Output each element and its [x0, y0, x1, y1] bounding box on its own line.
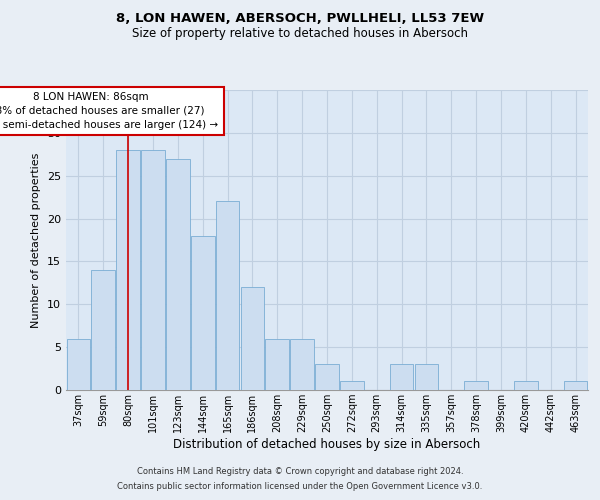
Bar	[91, 270, 115, 390]
Bar	[464, 382, 488, 390]
Text: Size of property relative to detached houses in Abersoch: Size of property relative to detached ho…	[132, 28, 468, 40]
Bar	[315, 364, 339, 390]
Text: 8, LON HAWEN, ABERSOCH, PWLLHELI, LL53 7EW: 8, LON HAWEN, ABERSOCH, PWLLHELI, LL53 7…	[116, 12, 484, 26]
Bar	[191, 236, 215, 390]
Bar	[564, 382, 587, 390]
Bar	[514, 382, 538, 390]
Bar	[141, 150, 165, 390]
Y-axis label: Number of detached properties: Number of detached properties	[31, 152, 41, 328]
Bar	[166, 158, 190, 390]
Bar	[390, 364, 413, 390]
Bar	[67, 338, 90, 390]
Bar	[290, 338, 314, 390]
Text: Contains HM Land Registry data © Crown copyright and database right 2024.: Contains HM Land Registry data © Crown c…	[137, 467, 463, 476]
Bar	[415, 364, 438, 390]
Bar	[116, 150, 140, 390]
Text: 8 LON HAWEN: 86sqm
← 18% of detached houses are smaller (27)
82% of semi-detache: 8 LON HAWEN: 86sqm ← 18% of detached hou…	[0, 92, 218, 130]
X-axis label: Distribution of detached houses by size in Abersoch: Distribution of detached houses by size …	[173, 438, 481, 451]
Bar	[265, 338, 289, 390]
Bar	[241, 287, 264, 390]
Text: Contains public sector information licensed under the Open Government Licence v3: Contains public sector information licen…	[118, 482, 482, 491]
Bar	[340, 382, 364, 390]
Bar	[216, 202, 239, 390]
